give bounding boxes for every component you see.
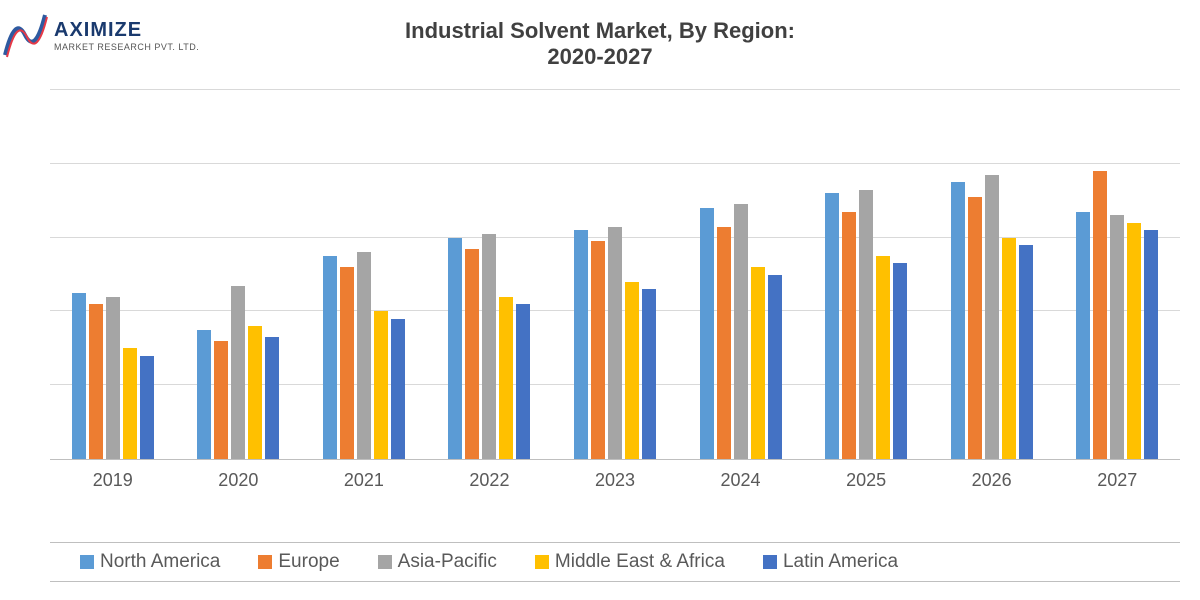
bar <box>1127 223 1141 459</box>
bar <box>734 204 748 459</box>
bar-group <box>323 90 405 459</box>
legend-item: North America <box>80 551 220 573</box>
legend-item: Europe <box>258 551 339 573</box>
bar <box>968 197 982 459</box>
chart-area: 2019 2020 2021 2022 2023 2024 2025 2026 2027 <box>20 90 1180 500</box>
bar <box>516 304 530 459</box>
bar <box>985 175 999 459</box>
bar <box>859 190 873 459</box>
bar <box>625 282 639 459</box>
bar <box>357 252 371 459</box>
bar <box>751 267 765 459</box>
bar <box>265 337 279 459</box>
bar <box>825 193 839 459</box>
bar <box>717 227 731 459</box>
bar <box>106 297 120 459</box>
chart-xaxis: 2019 2020 2021 2022 2023 2024 2025 2026 2027 <box>50 460 1180 500</box>
bar-group <box>448 90 530 459</box>
bar <box>214 341 228 459</box>
bar <box>72 293 86 459</box>
x-axis-label: 2027 <box>1097 470 1137 491</box>
legend-label: Asia-Pacific <box>398 551 497 573</box>
chart-legend: North America Europe Asia-Pacific Middle Ea… <box>50 542 1180 582</box>
logo-main-text: AXIMIZE <box>54 19 199 42</box>
legend-label: Europe <box>278 551 339 573</box>
legend-swatch <box>763 555 777 569</box>
x-axis-label: 2021 <box>344 470 384 491</box>
bar <box>1002 238 1016 459</box>
bar <box>89 304 103 459</box>
bar <box>391 319 405 459</box>
legend-swatch <box>535 555 549 569</box>
x-axis-label: 2025 <box>846 470 886 491</box>
bar <box>1144 230 1158 459</box>
bar <box>1093 171 1107 459</box>
bar <box>374 311 388 459</box>
legend-item: Middle East & Africa <box>535 551 725 573</box>
bar <box>768 275 782 460</box>
bar-group <box>700 90 782 459</box>
bar <box>499 297 513 459</box>
bar <box>231 286 245 459</box>
bar <box>1076 212 1090 459</box>
bar-group <box>197 90 279 459</box>
bar <box>197 330 211 459</box>
bar <box>608 227 622 459</box>
x-axis-label: 2022 <box>469 470 509 491</box>
bar-group <box>1076 90 1158 459</box>
bar <box>574 230 588 459</box>
legend-label: Latin America <box>783 551 898 573</box>
bar <box>951 182 965 459</box>
logo-icon <box>0 10 50 60</box>
bar <box>340 267 354 459</box>
legend-swatch <box>80 555 94 569</box>
bar <box>642 289 656 459</box>
bar-group <box>574 90 656 459</box>
bar <box>591 241 605 459</box>
legend-item: Latin America <box>763 551 898 573</box>
bar <box>842 212 856 459</box>
x-axis-label: 2023 <box>595 470 635 491</box>
bar <box>1019 245 1033 459</box>
bar-group <box>951 90 1033 459</box>
brand-logo: AXIMIZE MARKET RESEARCH PVT. LTD. <box>0 10 199 60</box>
bar <box>140 356 154 459</box>
bar <box>700 208 714 459</box>
bar <box>323 256 337 459</box>
legend-label: Middle East & Africa <box>555 551 725 573</box>
x-axis-label: 2019 <box>93 470 133 491</box>
chart-plot <box>50 90 1180 460</box>
bar <box>465 249 479 459</box>
x-axis-label: 2024 <box>721 470 761 491</box>
bar <box>893 263 907 459</box>
bar <box>482 234 496 459</box>
legend-label: North America <box>100 551 220 573</box>
legend-swatch <box>378 555 392 569</box>
bar <box>248 326 262 459</box>
logo-sub-text: MARKET RESEARCH PVT. LTD. <box>54 42 199 52</box>
bar <box>1110 215 1124 459</box>
bar <box>448 238 462 459</box>
bar-group <box>72 90 154 459</box>
legend-item: Asia-Pacific <box>378 551 497 573</box>
bar <box>876 256 890 459</box>
bar-group <box>825 90 907 459</box>
x-axis-label: 2026 <box>972 470 1012 491</box>
bar <box>123 348 137 459</box>
legend-swatch <box>258 555 272 569</box>
x-axis-label: 2020 <box>218 470 258 491</box>
